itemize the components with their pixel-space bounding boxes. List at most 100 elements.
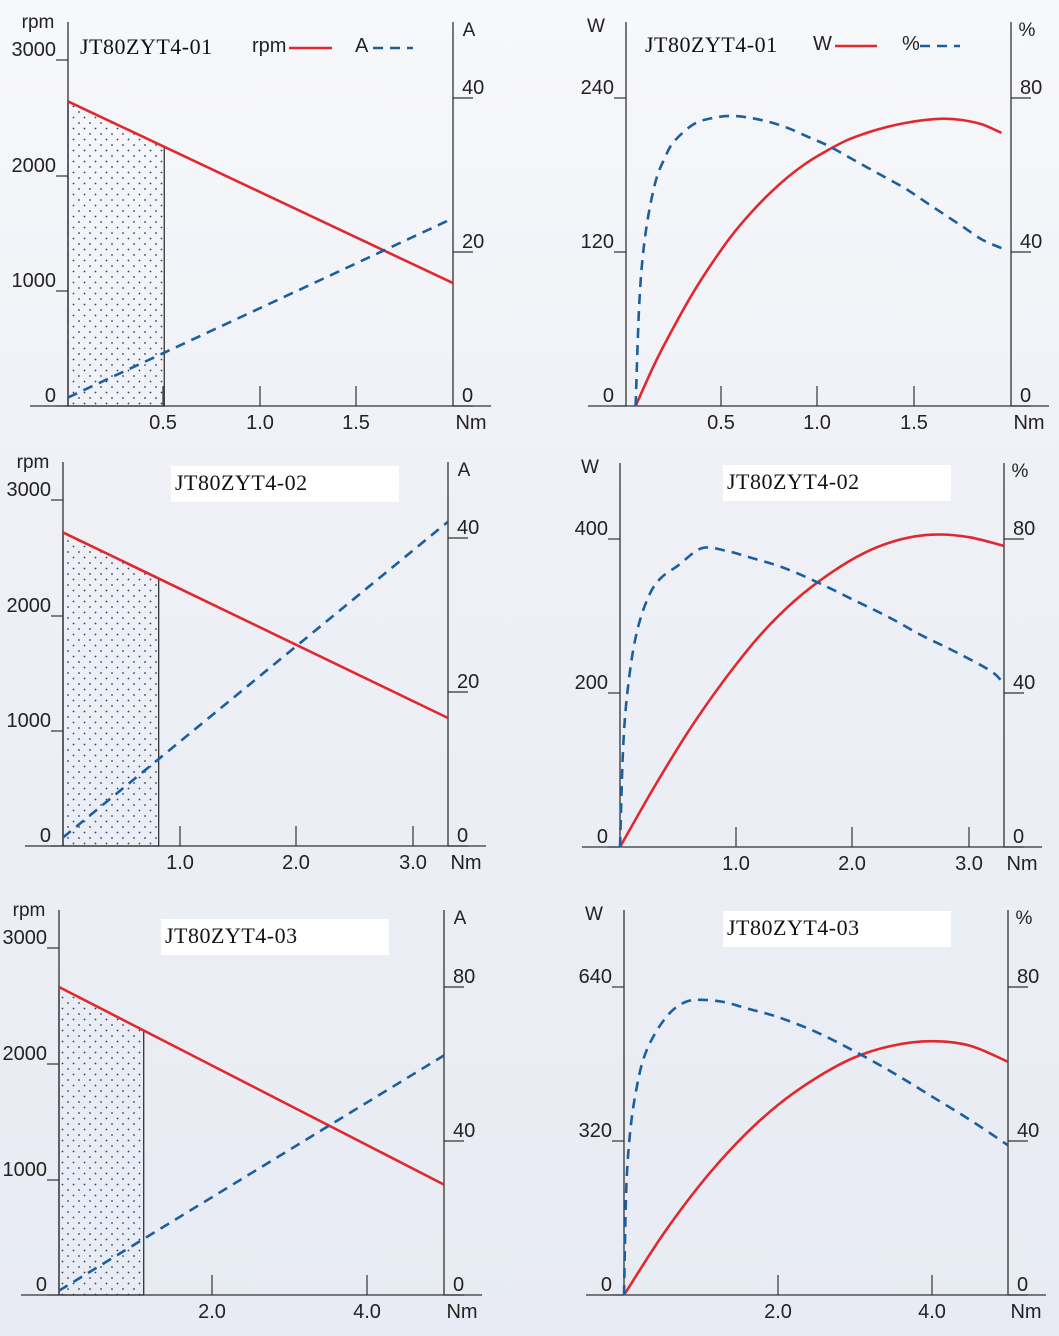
left-tick-label: 1000 <box>3 1159 48 1181</box>
chart-panel-2: 0 120 240 0 40 80 0.5 1.0 1.5 W % Nm JT80ZYT4-01 W% <box>581 16 1049 434</box>
left-tick-label: 200 <box>575 672 608 694</box>
left-tick-label: 0 <box>40 825 51 847</box>
series-line-w <box>622 1039 1009 1296</box>
right-tick-label: 0 <box>457 825 468 847</box>
x-tick-label: 1.0 <box>166 852 194 874</box>
left-tick-label: 400 <box>575 518 608 540</box>
chart-title: JT80ZYT4-02 <box>727 469 860 494</box>
x-unit-label: Nm <box>455 412 486 434</box>
x-unit-label: Nm <box>1006 853 1037 875</box>
x-tick-label: 1.5 <box>900 412 928 434</box>
series-line-a <box>67 217 454 399</box>
x-unit-label: Nm <box>1013 412 1044 434</box>
left-tick-label: 2000 <box>3 1043 48 1065</box>
left-tick-label: 2000 <box>7 595 52 617</box>
legend-label-solid: W <box>813 33 832 55</box>
left-tick-label: 640 <box>579 966 612 988</box>
chart-panel-4: 0 200 400 0 40 80 1.0 2.0 3.0 W % Nm JT80ZYT4-02 <box>575 457 1042 875</box>
right-unit-label: % <box>1012 461 1029 482</box>
chart-title: JT80ZYT4-01 <box>645 32 778 57</box>
right-tick-label: 40 <box>1020 231 1042 253</box>
left-tick-label: 3000 <box>7 479 52 501</box>
x-tick-label: 0.5 <box>149 412 177 434</box>
series-line-rpm <box>58 985 445 1186</box>
left-unit-label: rpm <box>17 452 50 473</box>
series-line-a <box>62 520 449 839</box>
right-unit-label: % <box>1019 20 1036 41</box>
right-tick-label: 40 <box>462 77 484 99</box>
x-unit-label: Nm <box>1010 1301 1041 1323</box>
x-tick-label: 1.0 <box>722 853 750 875</box>
rated-region-shading <box>58 985 145 1296</box>
left-tick-label: 3000 <box>12 39 57 61</box>
left-unit-label: W <box>585 904 603 925</box>
x-tick-label: 1.0 <box>803 412 831 434</box>
chart-title: JT80ZYT4-02 <box>175 470 308 495</box>
x-tick-label: 2.0 <box>764 1301 792 1323</box>
left-tick-label: 1000 <box>12 270 57 292</box>
rated-region-shading <box>62 531 160 847</box>
left-tick-label: 2000 <box>12 155 57 177</box>
left-tick-label: 0 <box>603 385 614 407</box>
right-unit-label: A <box>454 908 467 929</box>
right-tick-label: 80 <box>1020 77 1042 99</box>
right-tick-label: 40 <box>457 517 479 539</box>
x-tick-label: 2.0 <box>838 853 866 875</box>
right-tick-label: 80 <box>1013 518 1035 540</box>
x-tick-label: 0.5 <box>707 412 735 434</box>
series-line-efficiency <box>634 114 1002 407</box>
chart-panel-1: 0 1000 2000 3000 0 20 40 0.5 1.0 1.5 rpm A Nm JT80ZYT… <box>12 12 491 434</box>
right-tick-label: 0 <box>1020 385 1031 407</box>
right-unit-label: % <box>1016 908 1033 929</box>
left-tick-label: 0 <box>45 385 56 407</box>
title-plate <box>723 465 951 501</box>
right-tick-label: 80 <box>1017 966 1039 988</box>
chart-panel-3: 0 1000 2000 3000 0 20 40 1.0 2.0 3.0 rpm A Nm JT80ZYT… <box>7 452 486 874</box>
series-line-a <box>58 1054 445 1292</box>
x-tick-label: 3.0 <box>399 852 427 874</box>
right-tick-label: 0 <box>462 385 473 407</box>
right-tick-label: 0 <box>453 1274 464 1296</box>
right-tick-label: 0 <box>1013 826 1024 848</box>
chart-panel-6: 0 320 640 0 40 80 2.0 4.0 W % Nm JT80ZYT4-03 <box>579 904 1046 1323</box>
left-tick-label: 120 <box>581 231 614 253</box>
left-tick-label: 0 <box>36 1274 47 1296</box>
chart-title: JT80ZYT4-03 <box>727 915 860 940</box>
series-line-efficiency <box>618 546 1006 848</box>
left-tick-label: 3000 <box>3 927 48 949</box>
left-unit-label: W <box>581 457 599 478</box>
x-tick-label: 3.0 <box>955 853 983 875</box>
left-tick-label: 320 <box>579 1120 612 1142</box>
left-tick-label: 0 <box>597 826 608 848</box>
right-unit-label: A <box>458 460 471 481</box>
left-tick-label: 240 <box>581 77 614 99</box>
series-line-w <box>634 117 1002 407</box>
chart-title: JT80ZYT4-01 <box>80 34 213 59</box>
x-unit-label: Nm <box>446 1301 477 1323</box>
x-tick-label: 1.5 <box>342 412 370 434</box>
right-tick-label: 0 <box>1017 1274 1028 1296</box>
left-unit-label: rpm <box>13 900 46 921</box>
legend-label-solid: rpm <box>252 35 286 57</box>
series-line-efficiency <box>622 998 1009 1296</box>
x-tick-label: 4.0 <box>918 1301 946 1323</box>
right-tick-label: 40 <box>1017 1120 1039 1142</box>
right-tick-label: 20 <box>457 671 479 693</box>
x-unit-label: Nm <box>450 852 481 874</box>
x-tick-label: 4.0 <box>353 1301 381 1323</box>
x-tick-label: 2.0 <box>198 1301 226 1323</box>
right-tick-label: 20 <box>462 231 484 253</box>
left-unit-label: rpm <box>22 12 55 33</box>
chart-panel-5: 0 1000 2000 3000 0 40 80 2.0 4.0 rpm A Nm JT80ZYT4-0… <box>3 900 482 1323</box>
series-line-rpm <box>67 100 454 285</box>
title-plate <box>171 466 399 502</box>
legend-label-dashed: % <box>902 33 920 55</box>
right-unit-label: A <box>463 20 476 41</box>
right-tick-label: 40 <box>1013 672 1035 694</box>
x-tick-label: 2.0 <box>282 852 310 874</box>
left-tick-label: 0 <box>601 1274 612 1296</box>
left-unit-label: W <box>587 16 605 37</box>
title-plate <box>723 911 951 947</box>
series-line-w <box>618 533 1005 848</box>
